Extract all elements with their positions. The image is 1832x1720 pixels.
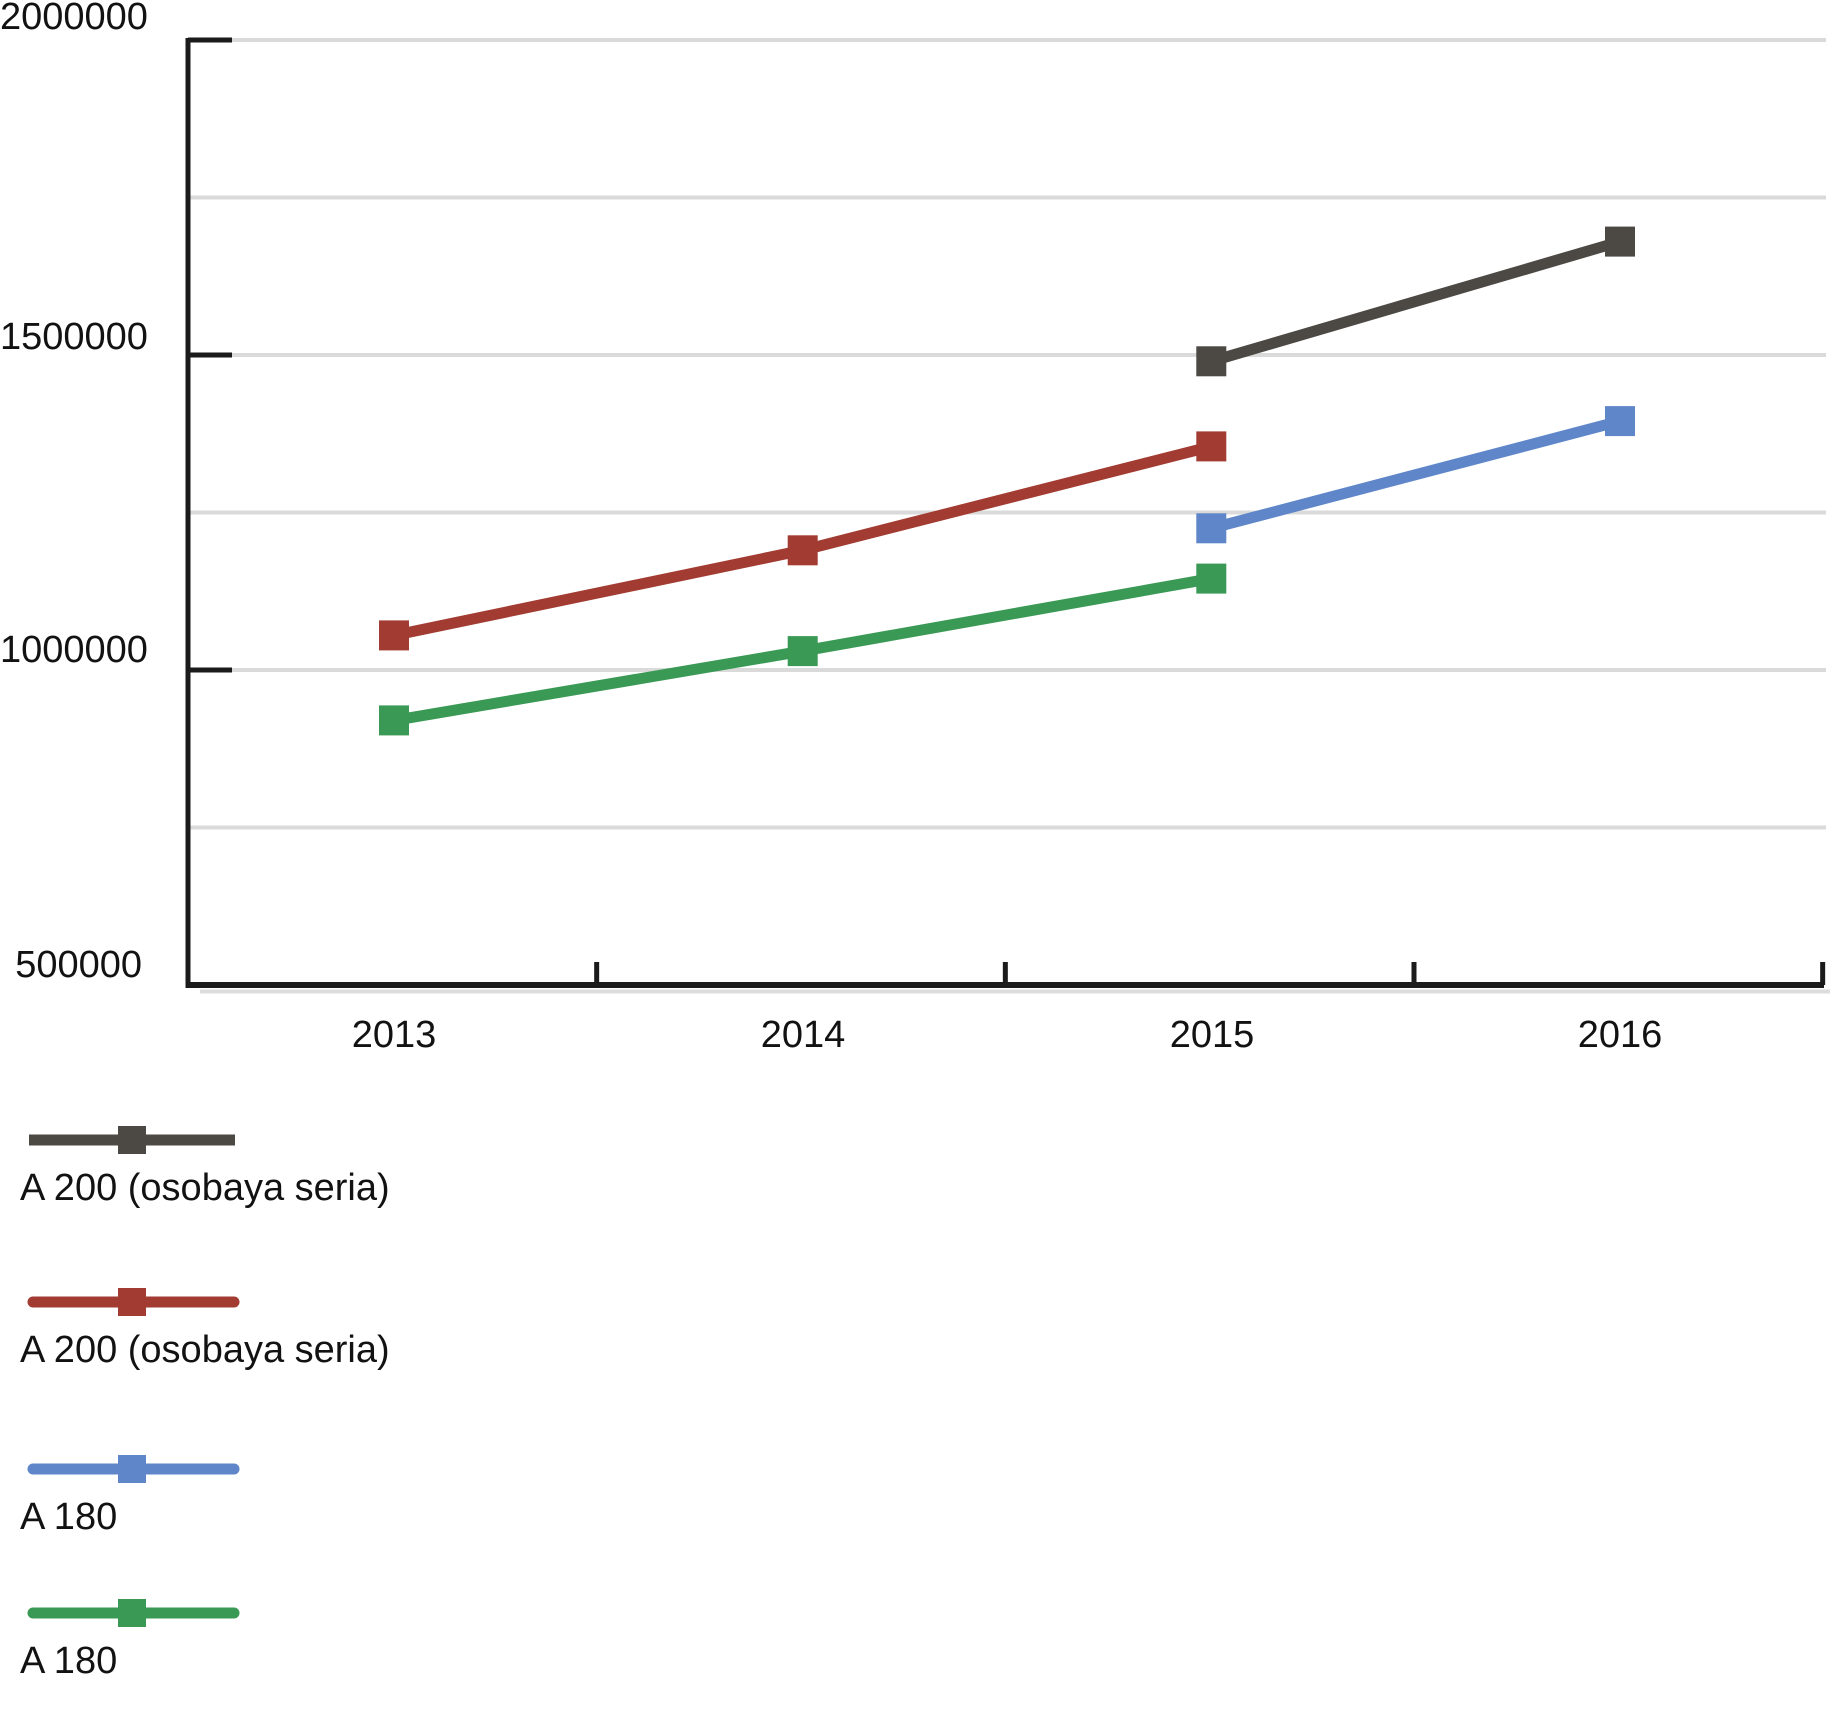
legend-swatch-icon — [27, 1455, 240, 1483]
x-tick-label: 2015 — [1169, 1014, 1255, 1056]
y-tick-label: 1500000 — [0, 316, 148, 358]
legend-label: A 180 — [20, 1496, 118, 1538]
data-point-marker — [379, 705, 409, 736]
legend-marker — [118, 1126, 146, 1154]
data-point-marker — [1196, 513, 1227, 544]
data-point-marker — [379, 620, 409, 651]
x-tick-label: 2016 — [1577, 1014, 1663, 1056]
legend-label: A 200 (osobaya seria) — [20, 1329, 390, 1371]
x-tick-label: 2013 — [351, 1014, 437, 1056]
legend-marker — [118, 1599, 146, 1627]
data-point-marker — [1605, 406, 1635, 437]
legend-label: A 200 (osobaya seria) — [20, 1167, 390, 1209]
y-tick-label: 2000000 — [0, 0, 148, 38]
series-line-2 — [1205, 415, 1626, 534]
series-line-0 — [1209, 236, 1622, 367]
data-point-marker — [1196, 431, 1227, 462]
data-point-marker — [787, 636, 818, 667]
legend-swatch-icon — [29, 1126, 235, 1154]
plot-svg — [185, 37, 1830, 994]
y-tick-label: 500000 — [15, 944, 142, 986]
legend-marker — [118, 1455, 146, 1483]
legend-item: A 180 — [20, 1447, 540, 1539]
legend-item: A 180 — [20, 1591, 540, 1683]
data-point-marker — [787, 535, 818, 566]
legend-swatch-icon — [27, 1288, 240, 1316]
legend-item: A 200 (osobaya seria) — [20, 1280, 540, 1372]
x-tick-label: 2014 — [760, 1014, 846, 1056]
y-tick-label: 1000000 — [0, 629, 148, 671]
legend-marker — [118, 1288, 146, 1316]
data-point-marker — [1196, 563, 1227, 594]
data-point-marker — [1605, 226, 1635, 257]
legend-item: A 200 (osobaya seria) — [20, 1118, 540, 1210]
legend-swatch-icon — [27, 1599, 240, 1627]
legend-label: A 180 — [20, 1640, 118, 1682]
data-point-marker — [1196, 346, 1227, 377]
